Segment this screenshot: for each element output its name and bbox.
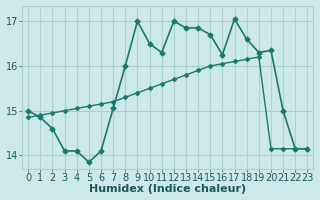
X-axis label: Humidex (Indice chaleur): Humidex (Indice chaleur) — [89, 184, 246, 194]
